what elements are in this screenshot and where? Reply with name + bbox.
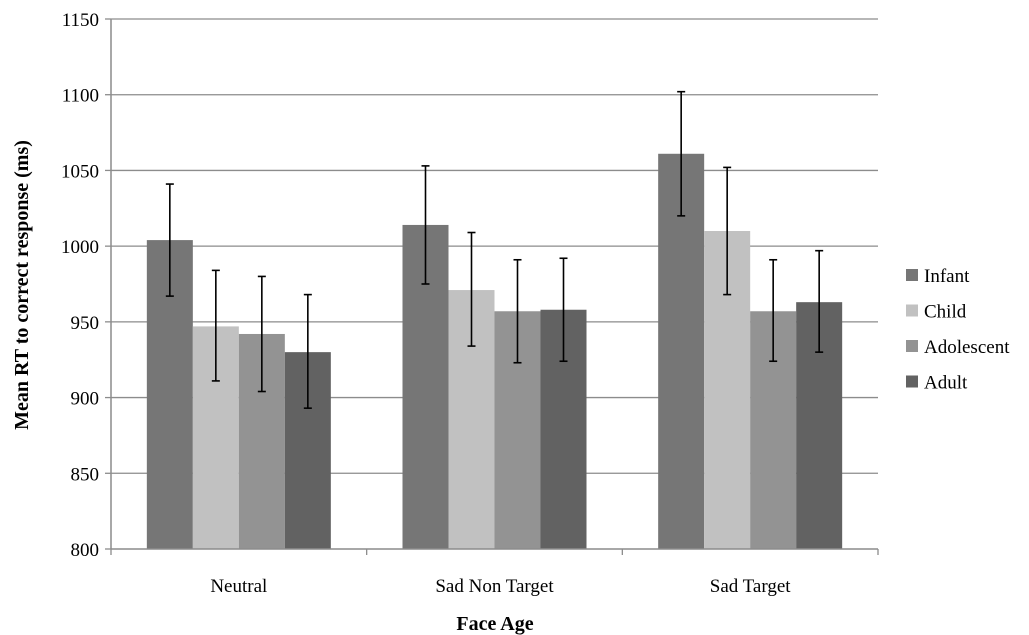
legend-label: Child <box>924 302 967 323</box>
error-bars <box>165 90 824 409</box>
x-axis-title: Face Age <box>456 613 533 635</box>
legend-swatch <box>906 304 918 317</box>
x-tick-label: Neutral <box>210 576 267 597</box>
x-tick-label: Sad Non Target <box>435 576 554 597</box>
y-tick-label: 800 <box>71 540 100 561</box>
y-tick-label: 950 <box>71 313 100 334</box>
axes <box>110 19 879 555</box>
x-tick-label: Sad Target <box>710 576 792 597</box>
legend-swatch <box>906 269 918 281</box>
bars <box>146 153 843 550</box>
y-tick-labels: 800 850 900 950 1000 1050 1100 1150 <box>61 10 99 561</box>
y-tick-label: 1000 <box>61 237 99 258</box>
y-tick-label: 1100 <box>62 86 99 107</box>
bar <box>658 153 705 549</box>
legend-swatch <box>906 375 918 388</box>
legend-label: Adult <box>924 373 968 394</box>
y-tick-label: 850 <box>71 464 100 485</box>
x-tick-labels: Neutral Sad Non Target Sad Target <box>210 576 791 597</box>
y-tick-label: 1050 <box>61 161 99 182</box>
y-tick-label: 1150 <box>62 10 99 31</box>
legend-label: Adolescent <box>924 337 1010 358</box>
legend-swatch <box>906 340 918 352</box>
y-axis-title: Mean RT to correct response (ms) <box>11 140 33 430</box>
y-tick-label: 900 <box>71 389 100 410</box>
legend: Infant Child Adolescent Adult <box>906 266 1010 394</box>
legend-label: Infant <box>924 266 970 287</box>
